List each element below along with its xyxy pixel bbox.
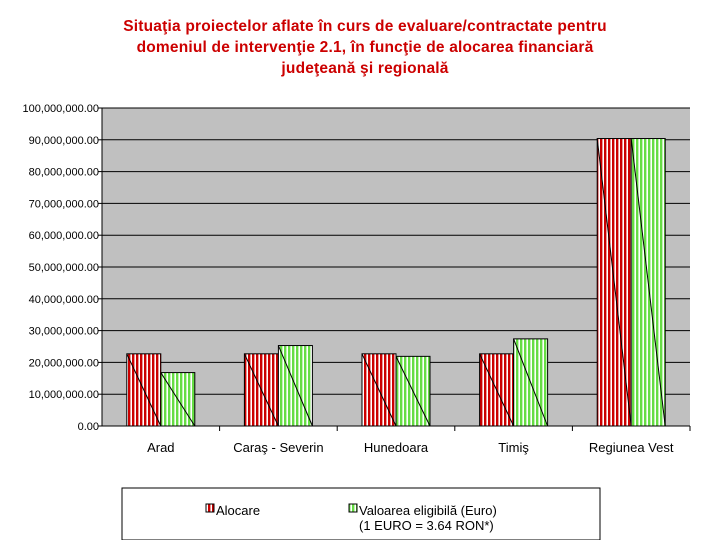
y-tick-label: 80,000,000.00 <box>29 167 99 179</box>
y-tick-label: 90,000,000.00 <box>29 135 99 147</box>
legend-label: Alocare <box>216 503 260 518</box>
legend-box <box>121 487 601 540</box>
bar-diagonal <box>160 372 196 427</box>
y-tick-label: 50,000,000.00 <box>29 262 99 274</box>
x-tick-label: Timiş <box>498 440 529 455</box>
legend: Alocare Valoarea eligibilă (Euro)(1 EURO … <box>121 487 601 540</box>
axes: 0.00 10,000,000.00 20,000,000.00 30,000,000… <box>23 103 691 455</box>
bar-diagonal <box>277 345 313 427</box>
x-tick-label: Caraş - Severin <box>233 440 323 455</box>
legend-swatch <box>348 503 358 513</box>
bar-diagonal <box>395 356 431 427</box>
bar-diagonal <box>630 138 666 427</box>
grid-lines <box>102 107 690 395</box>
y-tick-label: 0.00 <box>78 421 99 433</box>
bar-diagonal <box>126 353 162 427</box>
bar-diagonal <box>361 353 397 427</box>
chart-title-line-2: domeniul de intervenţie 2.1, în funcţie … <box>136 39 594 56</box>
bar-diagonal <box>513 338 549 427</box>
x-tick-label: Regiunea Vest <box>589 440 674 455</box>
y-tick-label: 40,000,000.00 <box>29 294 99 306</box>
bar-diagonal <box>479 353 515 427</box>
bar-diagonal <box>243 353 279 427</box>
chart-title-line-3: judeţeană şi regională <box>281 60 449 77</box>
legend-swatch <box>205 503 215 513</box>
x-tick-label: Arad <box>147 440 174 455</box>
bars <box>126 138 666 427</box>
y-tick-label: 10,000,000.00 <box>29 389 99 401</box>
chart-title-line-1: Situaţia proiectelor aflate în curs de e… <box>123 18 607 35</box>
legend-label: Valoarea eligibilă (Euro) <box>359 503 497 518</box>
y-tick-label: 60,000,000.00 <box>29 230 99 242</box>
y-tick-label: 30,000,000.00 <box>29 326 99 338</box>
chart-title: Situaţia proiectelor aflate în curs de e… <box>95 16 635 79</box>
y-tick-label: 70,000,000.00 <box>29 198 99 210</box>
bar-diagonal <box>596 138 632 427</box>
x-tick-label: Hunedoara <box>364 440 429 455</box>
y-tick-label: 100,000,000.00 <box>23 103 99 115</box>
legend-label: (1 EURO = 3.64 RON*) <box>359 518 494 533</box>
y-tick-label: 20,000,000.00 <box>29 357 99 369</box>
